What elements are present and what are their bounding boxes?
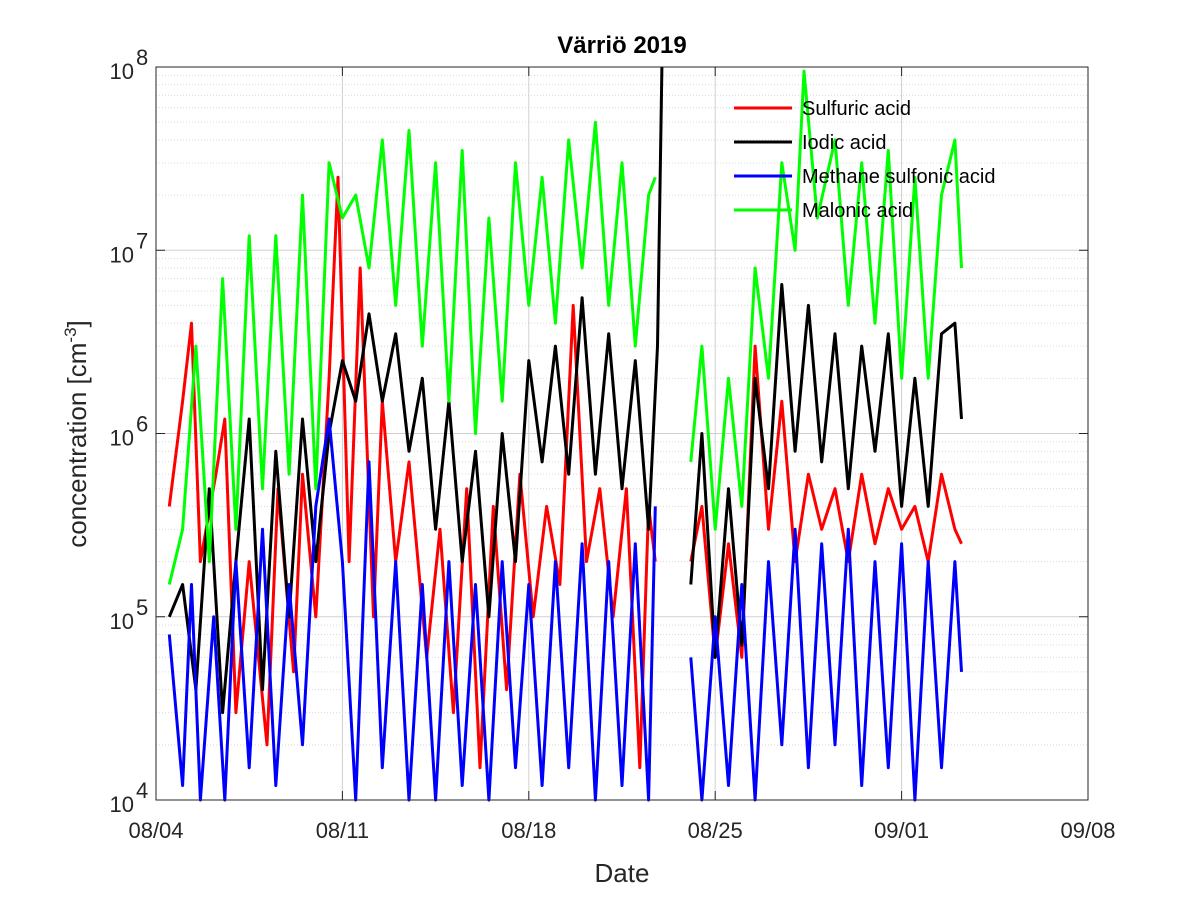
- y-tick-label: 10: [110, 59, 134, 84]
- legend-label-sulfuric-acid: Sulfuric acid: [802, 98, 911, 120]
- y-tick-base: 10: [110, 242, 134, 267]
- tick-marks: [155, 66, 1089, 801]
- y-tick-exponent: 8: [136, 45, 148, 70]
- y-tick-exponent: 5: [136, 595, 148, 620]
- series-line-malonic-acid: [167, 69, 963, 585]
- x-axis-title: Date: [595, 858, 650, 888]
- x-tick-label: 08/18: [501, 818, 556, 843]
- x-tick-label: 08/04: [128, 818, 183, 843]
- y-tick-base: 10: [110, 609, 134, 634]
- x-tick-labels: 08/04 08/11 08/18 08/25 09/01 09/08: [128, 818, 1115, 843]
- y-axis-title-main: concentration [cm: [62, 343, 92, 548]
- x-tick-label: 09/01: [874, 818, 929, 843]
- y-tick-label: 10: [110, 242, 134, 267]
- y-tick-base: 10: [110, 426, 134, 451]
- y-axis-title-close: ]: [62, 320, 92, 327]
- x-tick-label: 08/11: [316, 818, 369, 843]
- y-axis-title-exponent: -3: [61, 327, 80, 342]
- y-tick-base: 10: [110, 59, 134, 84]
- x-tick-label: 08/25: [688, 818, 743, 843]
- y-tick-exponent: 7: [136, 228, 148, 253]
- legend-label-methane-sulfonic-acid: Methane sulfonic acid: [802, 166, 995, 188]
- series-line-iodic-acid: [167, 66, 963, 715]
- legend-label-iodic-acid: Iodic acid: [802, 132, 887, 154]
- y-tick-base: 10: [110, 792, 134, 817]
- y-axis-title: concentration [cm-3]: [61, 320, 92, 548]
- legend-label-malonic-acid: Malonic acid: [802, 200, 913, 222]
- y-tick-label: 10: [110, 426, 134, 451]
- x-tick-label: 09/08: [1060, 818, 1115, 843]
- y-tick-label: 10: [110, 792, 134, 817]
- y-tick-exponent: 4: [136, 778, 148, 803]
- y-tick-label: 10: [110, 609, 134, 634]
- y-tick-exponent: 6: [136, 412, 148, 437]
- chart-title: Värriö 2019: [557, 32, 686, 59]
- legend: Sulfuric acid Iodic acid Methane sulfonic …: [734, 98, 995, 222]
- series-line-sulfuric-acid: [167, 175, 963, 770]
